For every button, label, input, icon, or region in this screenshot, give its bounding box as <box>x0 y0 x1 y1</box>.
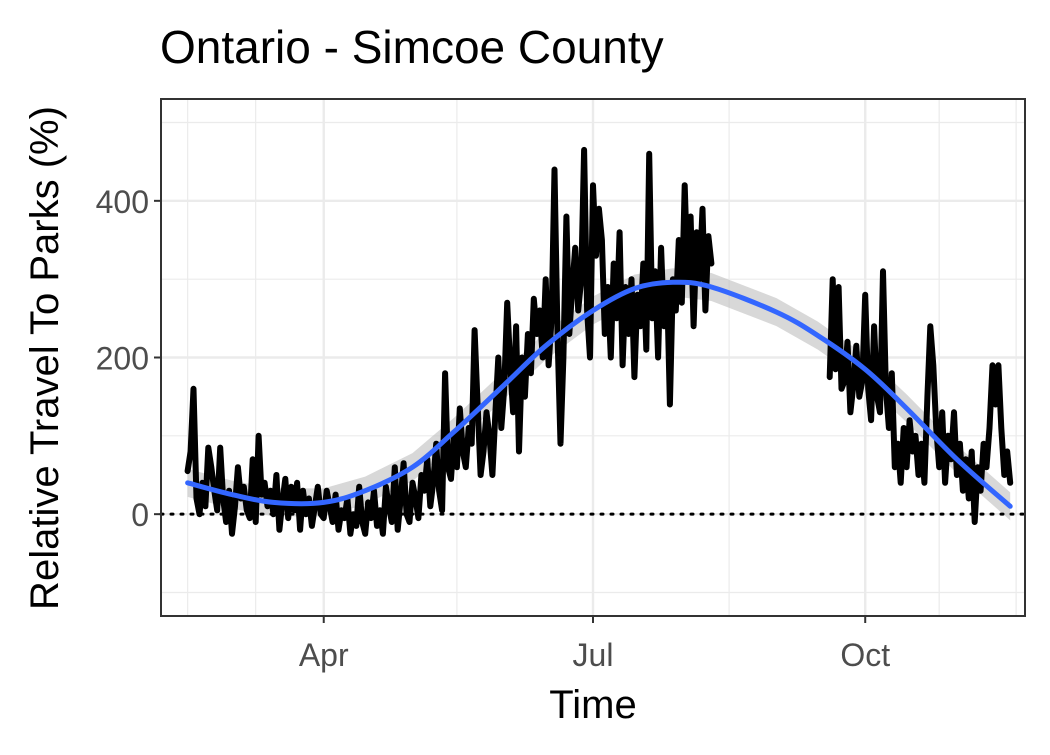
y-tick-label: 400 <box>96 184 149 220</box>
y-tick-label: 0 <box>131 497 149 533</box>
y-tick-label: 200 <box>96 341 149 377</box>
smooth-trend-line <box>185 279 1013 509</box>
chart-title: Ontario - Simcoe County <box>160 21 664 73</box>
x-tick-label: Jul <box>573 637 614 673</box>
plot-area: 0 200 400 Apr Jul Oct <box>96 98 1027 673</box>
raw-data-line <box>826 268 1014 525</box>
x-tick-label: Apr <box>299 637 349 673</box>
x-axis-label: Time <box>549 683 636 727</box>
smooth-confidence-band <box>187 268 1011 521</box>
raw-data-line <box>184 146 715 537</box>
y-axis-label: Relative Travel To Parks (%) <box>23 106 67 610</box>
x-tick-label: Oct <box>840 637 890 673</box>
